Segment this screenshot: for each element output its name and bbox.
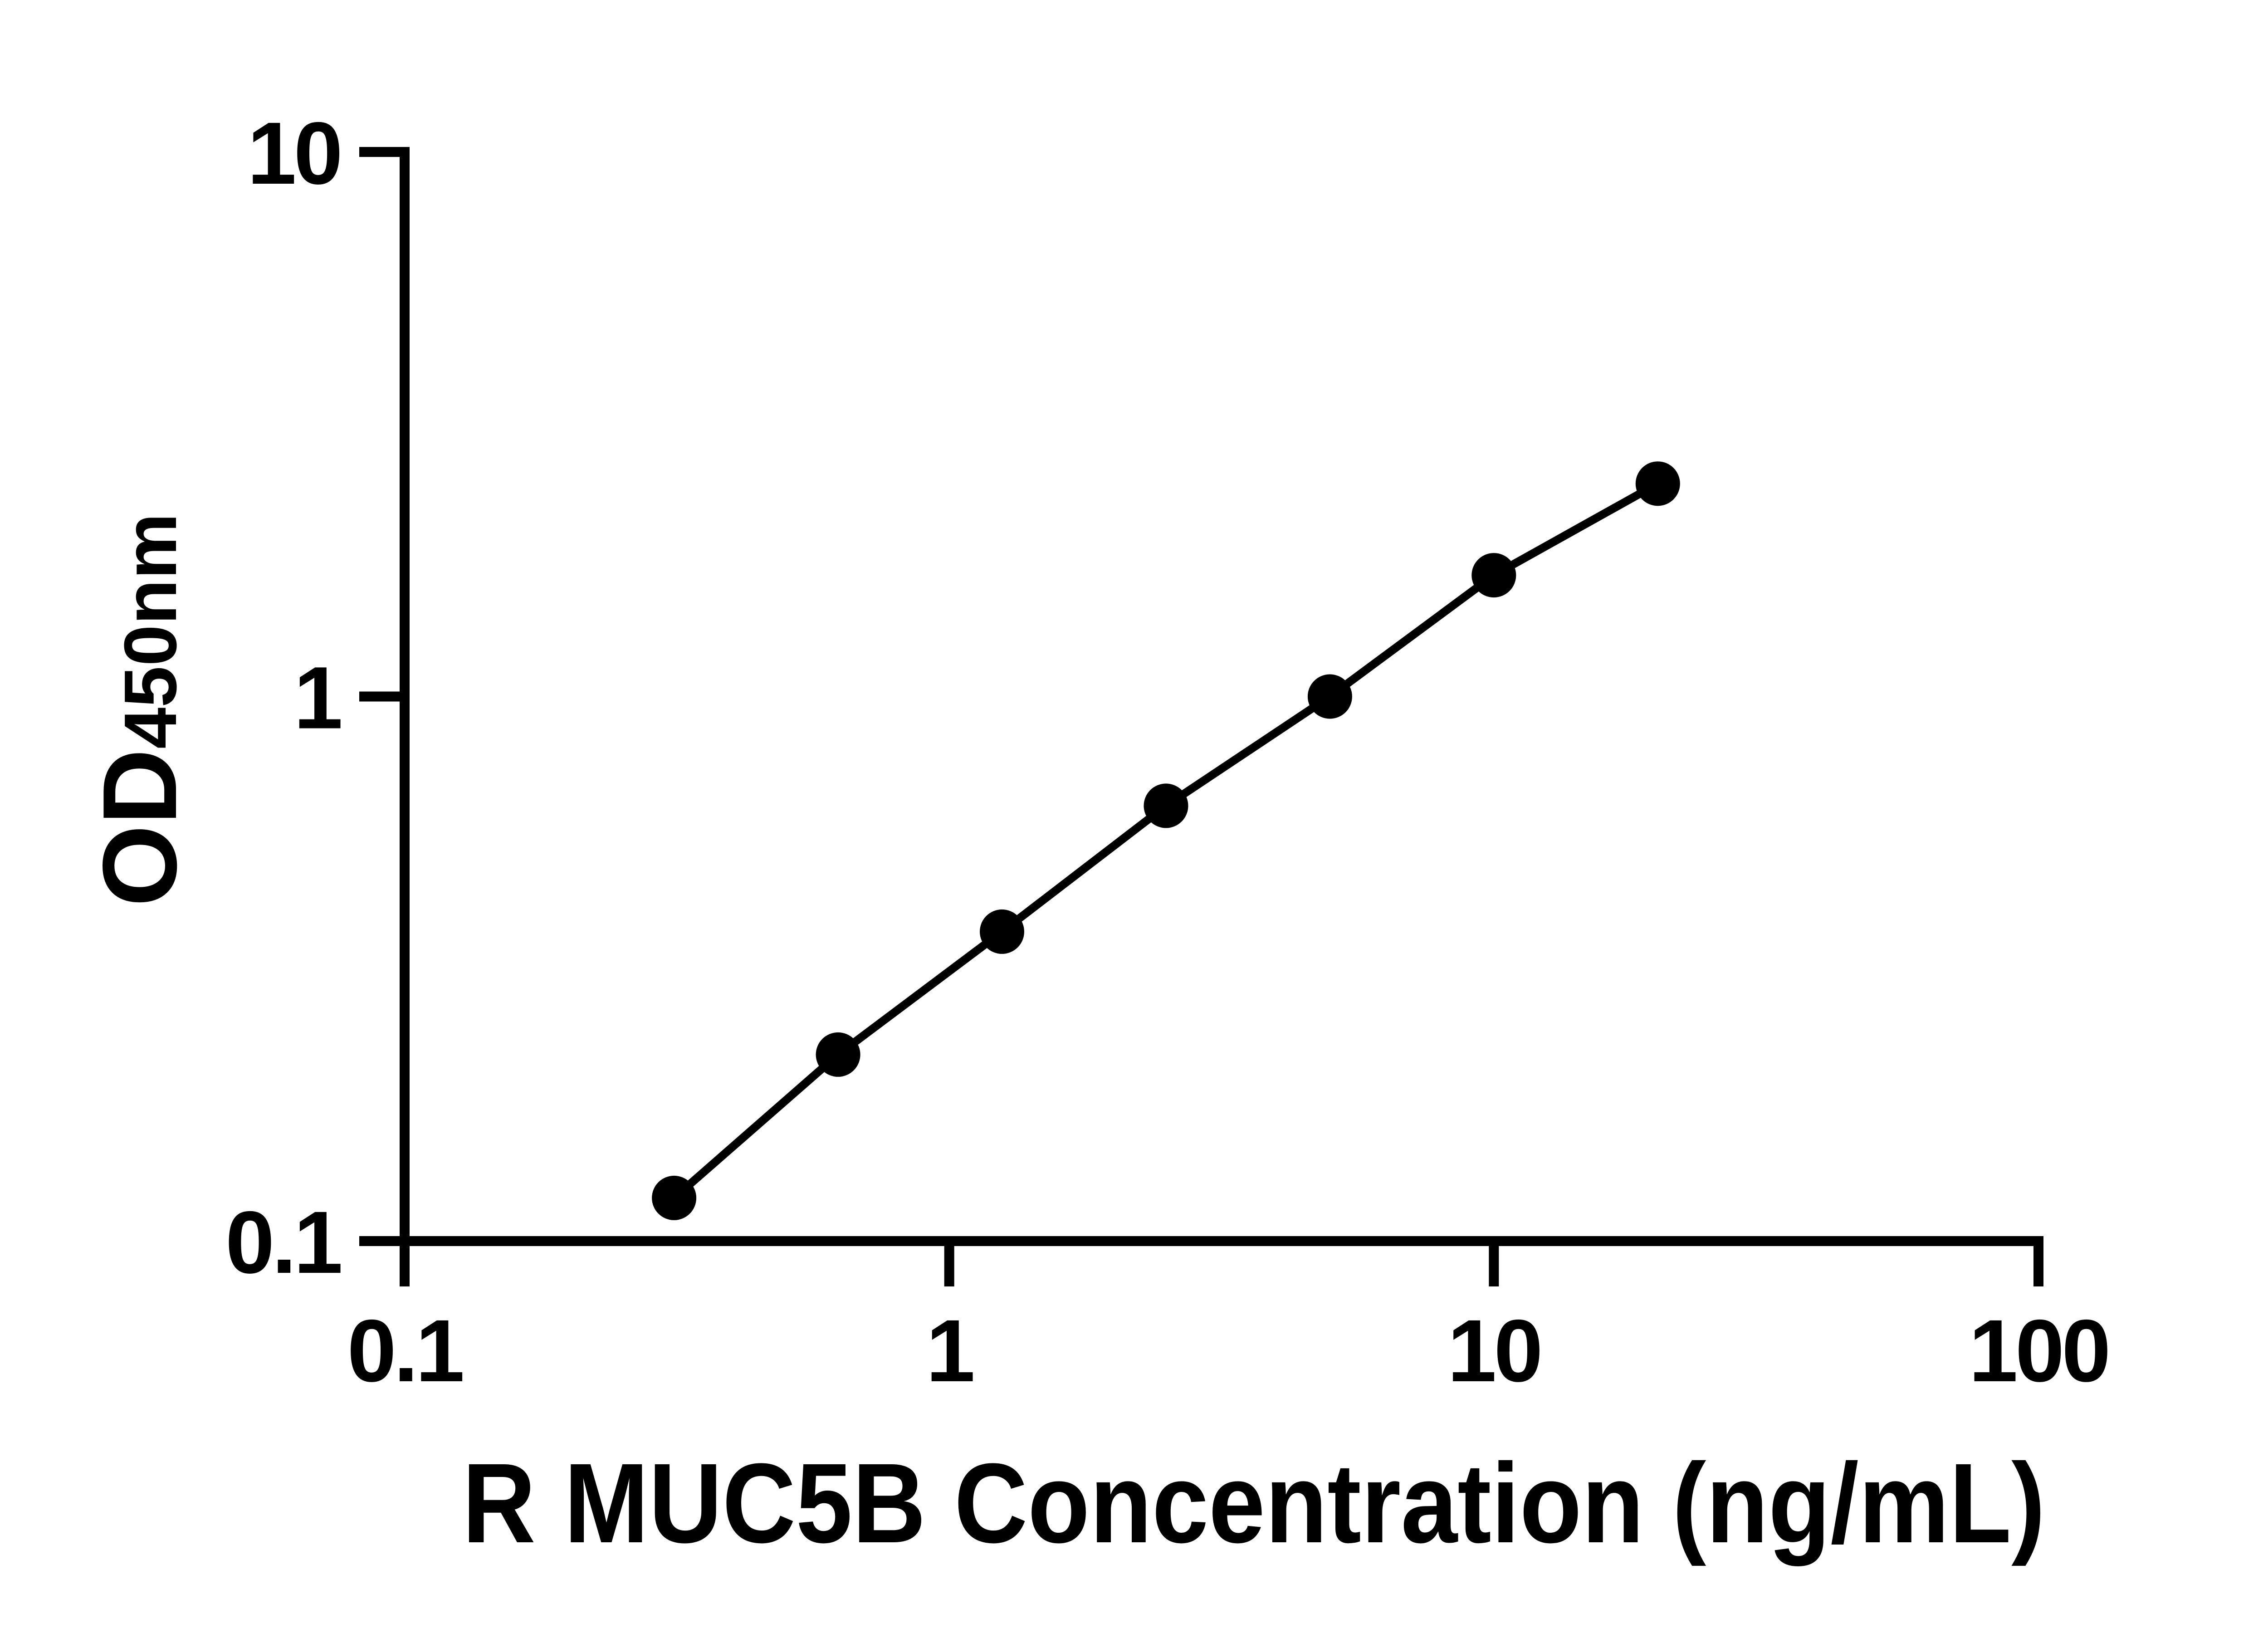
x-tick-label-100: 100 [1969, 1301, 2108, 1400]
data-point-1 [652, 1175, 697, 1220]
data-points [652, 461, 1680, 1220]
data-point-3 [980, 909, 1024, 954]
y-tick-label-10: 10 [247, 104, 340, 203]
y-axis-title-main: OD [81, 749, 199, 907]
x-axis-title: R MUC5B Concentration (ng/mL) [462, 1440, 2045, 1566]
data-point-6 [1471, 553, 1516, 598]
x-tick-label-1: 1 [926, 1301, 973, 1400]
x-tick-label-10: 10 [1447, 1301, 1540, 1400]
data-point-4 [1144, 783, 1188, 828]
x-axis-ticks: 0.1 1 10 100 [347, 1241, 2111, 1400]
data-point-7 [1635, 461, 1680, 506]
y-axis-title-sub: 450nm [109, 513, 192, 749]
y-tick-label-1: 1 [294, 649, 341, 748]
y-axis-ticks: 10 1 0.1 [225, 104, 405, 1292]
y-tick-label-0.1: 0.1 [225, 1193, 341, 1292]
data-point-5 [1307, 674, 1352, 719]
x-tick-label-0.1: 0.1 [347, 1301, 463, 1400]
standard-curve-line [670, 479, 1662, 1202]
data-point-2 [816, 1032, 860, 1077]
axes-lines [400, 147, 2043, 1246]
y-axis-title: OD450nm [81, 513, 199, 907]
